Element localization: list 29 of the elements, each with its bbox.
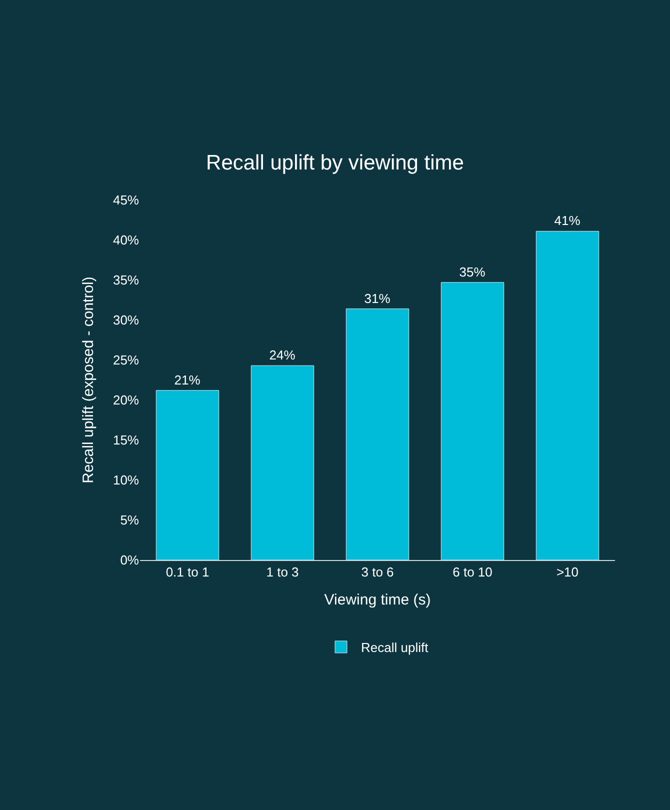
- y-tick-label: 25%: [112, 352, 140, 368]
- data-label: 21%: [174, 372, 201, 388]
- data-label: 41%: [554, 213, 581, 228]
- y-axis-title: Recall uplift (exposed - control): [80, 276, 98, 484]
- bar: [156, 390, 220, 560]
- y-tick-label: 15%: [112, 432, 140, 448]
- bar: [346, 308, 410, 560]
- y-tick-label: 0%: [120, 552, 140, 568]
- x-tick-label: 6 to 10: [452, 564, 492, 580]
- bar: [250, 365, 314, 560]
- y-tick-label: 35%: [112, 272, 140, 288]
- chart-title: Recall uplift by viewing time: [206, 151, 464, 174]
- x-tick-label: >10: [556, 564, 579, 580]
- bar: [536, 230, 600, 560]
- y-tick-label: 5%: [120, 512, 140, 528]
- x-axis-title: Viewing time (s): [324, 592, 431, 609]
- y-tick-label: 40%: [112, 232, 140, 248]
- x-tick-label: 3 to 6: [361, 564, 394, 580]
- y-tick-label: 30%: [112, 312, 140, 328]
- bar: [440, 282, 504, 560]
- data-label: 31%: [364, 290, 391, 306]
- data-label: 35%: [459, 264, 486, 280]
- x-tick-label: 0.1 to 1: [166, 564, 210, 580]
- y-tick-label: 10%: [112, 472, 140, 488]
- data-label: 24%: [269, 348, 296, 363]
- y-tick-label: 20%: [112, 392, 140, 408]
- x-tick-label: 1 to 3: [266, 564, 299, 580]
- y-tick-label: 45%: [112, 192, 140, 208]
- legend-label: Recall uplift: [361, 640, 429, 656]
